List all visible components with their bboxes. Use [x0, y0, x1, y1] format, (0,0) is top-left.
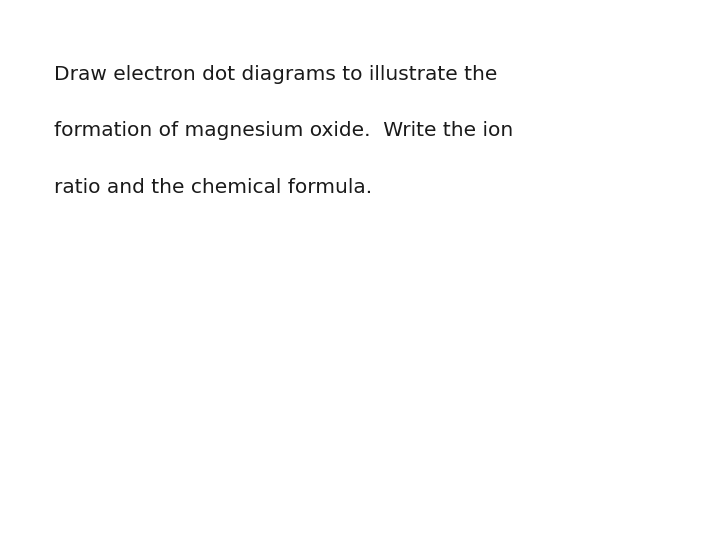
Text: Draw electron dot diagrams to illustrate the: Draw electron dot diagrams to illustrate…: [54, 65, 498, 84]
Text: formation of magnesium oxide.  Write the ion: formation of magnesium oxide. Write the …: [54, 122, 513, 140]
Text: ratio and the chemical formula.: ratio and the chemical formula.: [54, 178, 372, 197]
